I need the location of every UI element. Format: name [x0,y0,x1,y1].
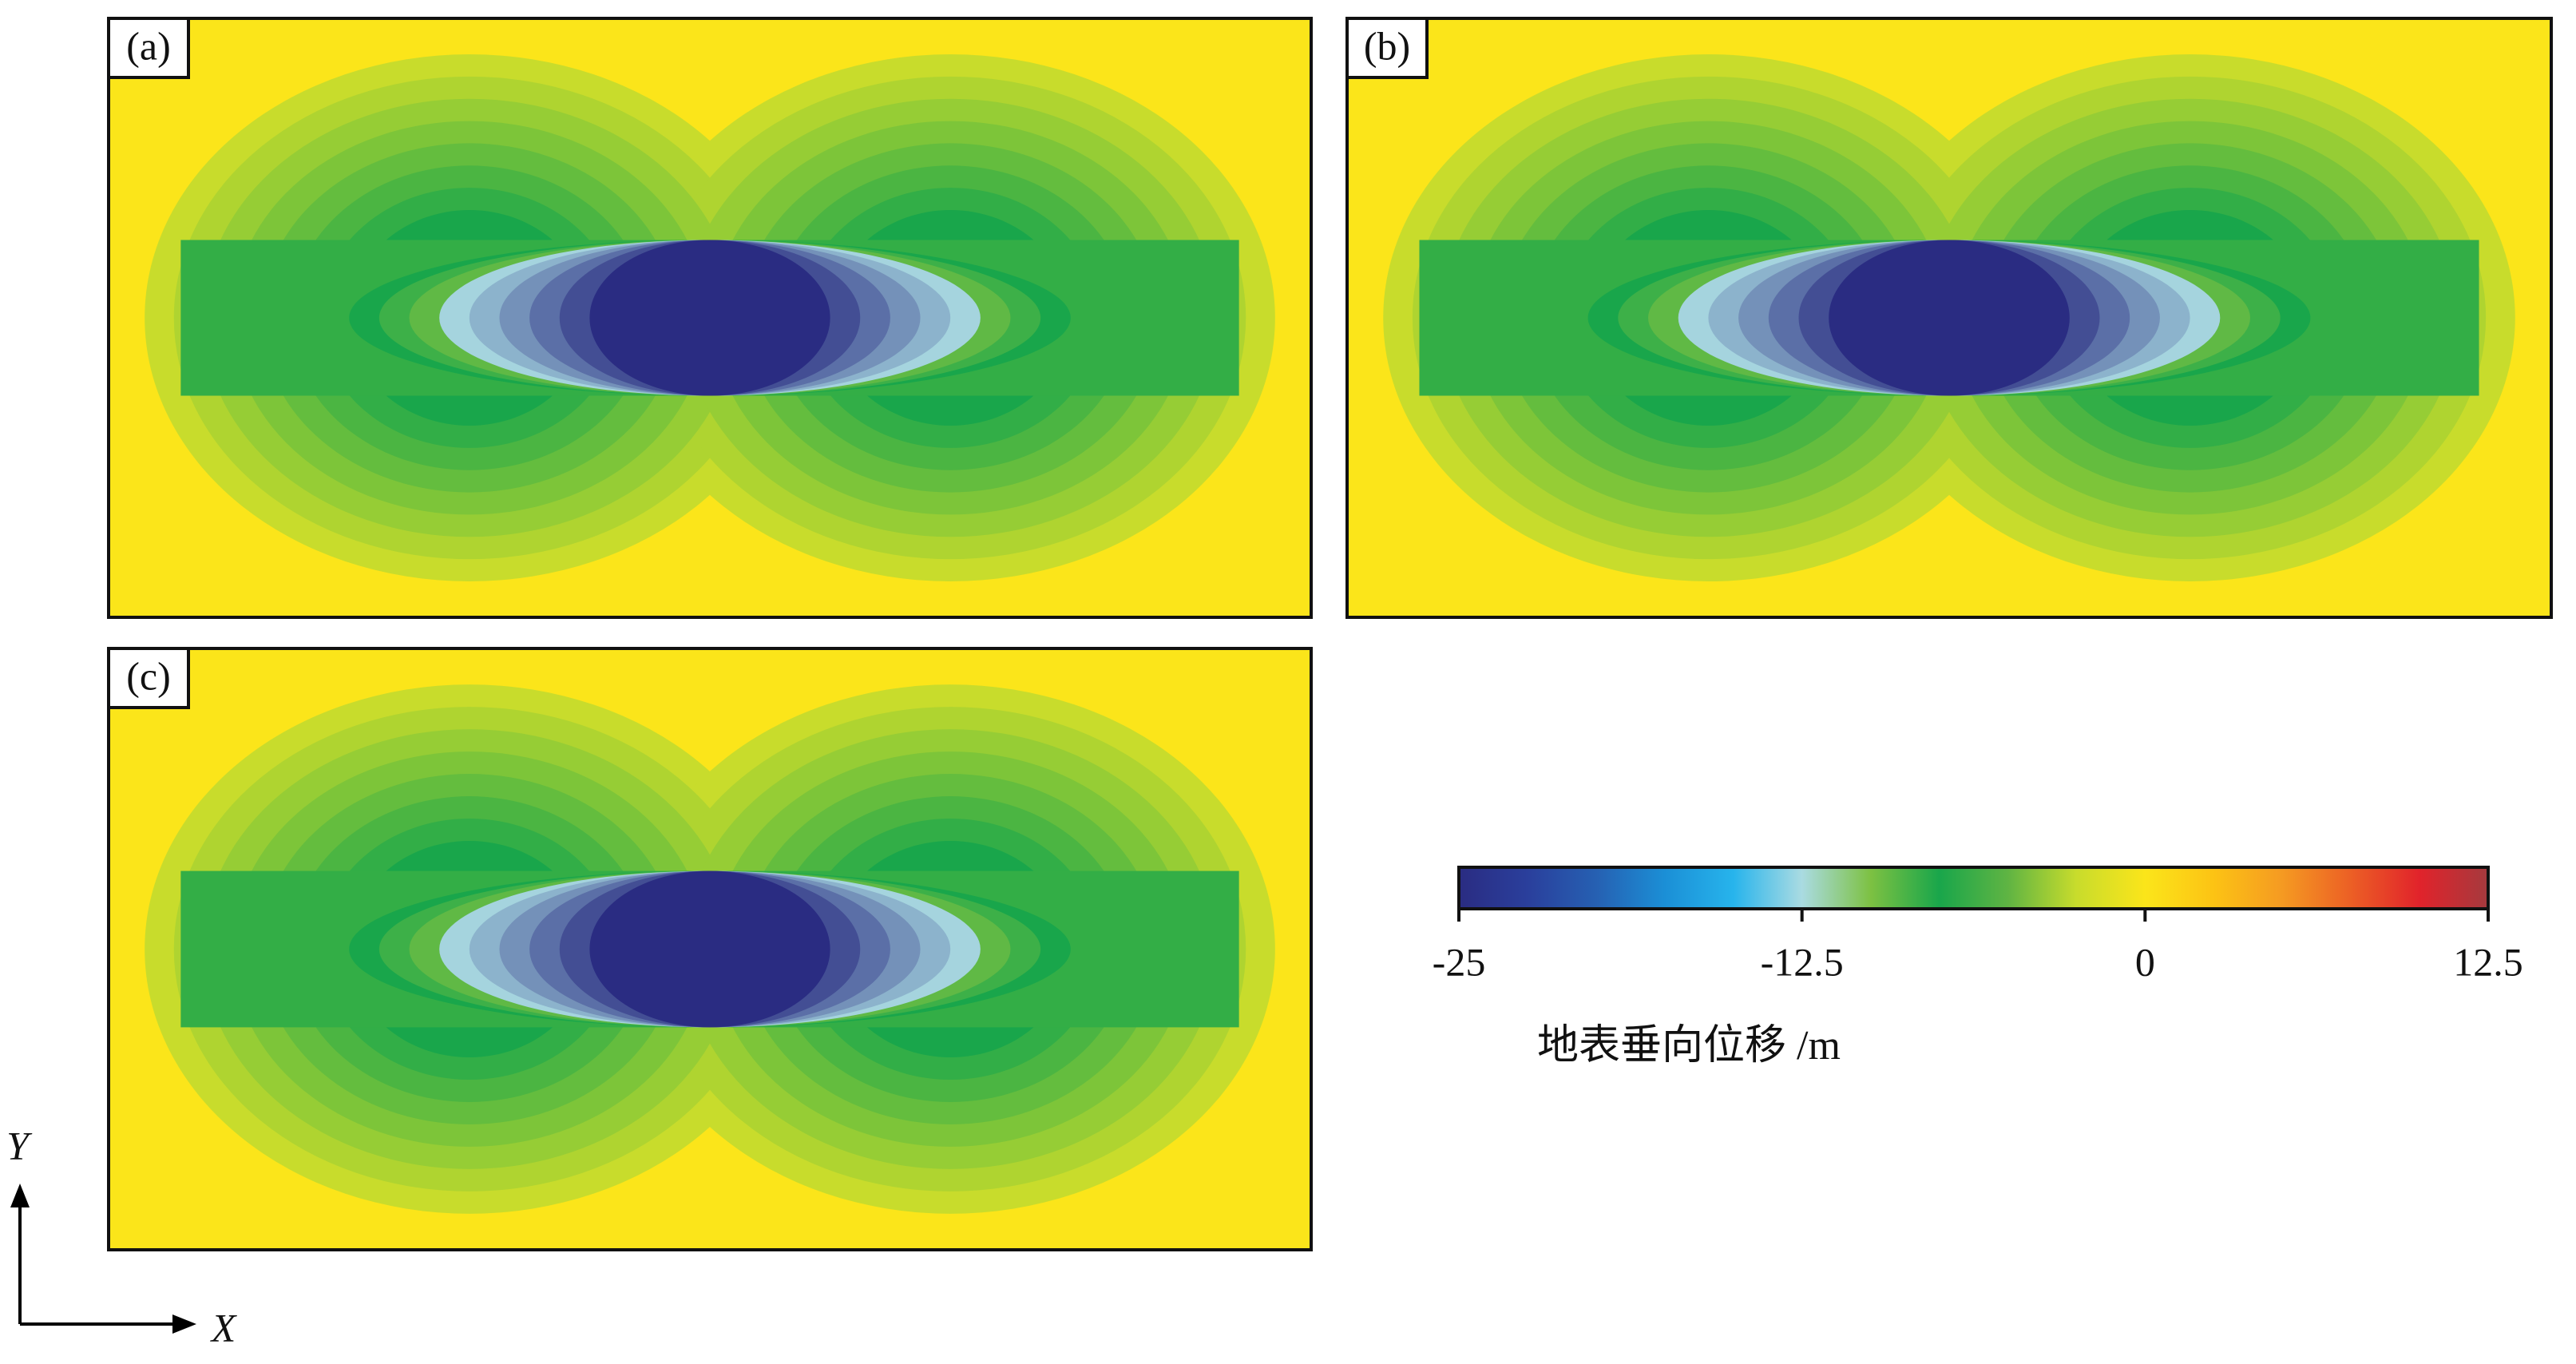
contour-band [589,870,830,1028]
y-axis-label: Y [6,1123,33,1168]
panel-label-box [1345,17,1429,79]
contour-band [589,240,830,396]
colorbar-tick-label: 12.5 [2453,939,2523,984]
colorbar-tick-label: -12.5 [1761,939,1844,984]
contour-panel [109,648,1311,1250]
colorbar-tick-label: -25 [1433,939,1486,984]
colorbar-group: -25 -12.5 0 12.5 [1433,866,2523,984]
panel-label: (c) [126,653,171,698]
axis-indicator: Y X [6,1123,238,1350]
contour-band [1829,240,2070,396]
panel-label-box [107,647,190,709]
contour-panel [1347,18,2551,617]
colorbar-label: 地表垂向位移 /m [1537,1023,1841,1069]
panel-label: (a) [126,23,171,68]
panel-frame [107,17,1313,619]
panel-frame [1345,17,2553,619]
panel-frame [107,647,1313,1251]
x-arrowhead [172,1314,196,1334]
x-axis-label: X [210,1305,238,1350]
panel-label: (b) [1364,23,1410,68]
colorbar-tick-label: 0 [2135,939,2155,984]
panel-label-box [107,17,190,79]
colorbar [1457,866,2490,910]
y-arrowhead [10,1184,30,1207]
panels: (a) (b) (c) [107,17,2553,1251]
contour-panel [109,18,1311,617]
